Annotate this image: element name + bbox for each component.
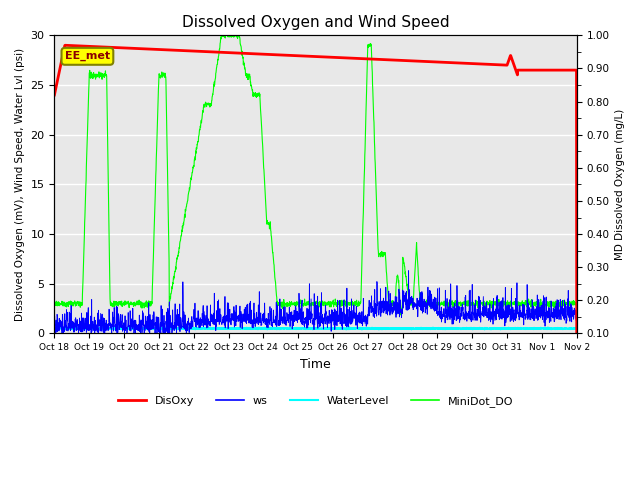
Line: MiniDot_DO: MiniDot_DO <box>54 36 577 333</box>
WaterLevel <box>331 326 339 332</box>
MiniDot_DO <box>342 303 350 309</box>
Legend: DisOxy, ws, WaterLevel, MiniDot_DO: DisOxy, ws, WaterLevel, MiniDot_DO <box>113 392 518 411</box>
Y-axis label: MD Dissolved Oxygen (mg/L): MD Dissolved Oxygen (mg/L) <box>615 109 625 260</box>
WaterLevel <box>527 325 535 331</box>
DisOxy <box>573 331 580 336</box>
ws <box>541 318 549 324</box>
Line: ws: ws <box>54 271 577 334</box>
WaterLevel <box>135 326 143 332</box>
Line: DisOxy: DisOxy <box>54 45 577 334</box>
MiniDot_DO <box>573 330 580 336</box>
WaterLevel <box>573 326 580 332</box>
Line: WaterLevel: WaterLevel <box>54 327 577 329</box>
X-axis label: Time: Time <box>300 358 331 371</box>
DisOxy <box>331 55 339 60</box>
ws <box>342 312 350 317</box>
WaterLevel <box>196 325 204 331</box>
MiniDot_DO <box>51 299 58 305</box>
ws <box>196 315 204 321</box>
DisOxy <box>196 48 204 54</box>
WaterLevel <box>346 324 353 330</box>
WaterLevel <box>51 325 58 331</box>
ws <box>331 310 339 315</box>
ws <box>468 309 476 315</box>
DisOxy <box>51 92 58 98</box>
MiniDot_DO <box>196 126 204 132</box>
DisOxy <box>61 42 69 48</box>
DisOxy <box>541 67 549 73</box>
DisOxy <box>342 55 350 61</box>
Y-axis label: Dissolved Oxygen (mV), Wind Speed, Water Lvl (psi): Dissolved Oxygen (mV), Wind Speed, Water… <box>15 48 25 321</box>
MiniDot_DO <box>218 33 225 38</box>
MiniDot_DO <box>331 302 339 308</box>
DisOxy <box>467 60 475 66</box>
ws <box>573 309 580 314</box>
MiniDot_DO <box>527 300 534 306</box>
Text: EE_met: EE_met <box>65 51 110 61</box>
MiniDot_DO <box>541 301 549 307</box>
WaterLevel <box>468 325 476 331</box>
MiniDot_DO <box>467 300 475 305</box>
ws <box>58 331 66 336</box>
Title: Dissolved Oxygen and Wind Speed: Dissolved Oxygen and Wind Speed <box>182 15 449 30</box>
ws <box>51 322 58 327</box>
ws <box>404 268 412 274</box>
ws <box>527 312 535 318</box>
DisOxy <box>527 67 534 73</box>
WaterLevel <box>541 326 549 332</box>
WaterLevel <box>342 326 350 332</box>
